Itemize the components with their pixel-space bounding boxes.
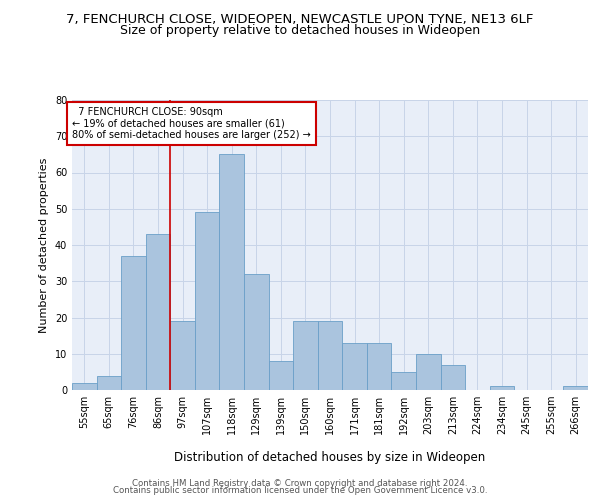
- Bar: [490, 386, 514, 390]
- Bar: [170, 321, 195, 390]
- Bar: [72, 383, 97, 390]
- Bar: [342, 343, 367, 390]
- Text: Size of property relative to detached houses in Wideopen: Size of property relative to detached ho…: [120, 24, 480, 37]
- Bar: [195, 212, 220, 390]
- Bar: [293, 321, 318, 390]
- Bar: [220, 154, 244, 390]
- Bar: [416, 354, 440, 390]
- Bar: [391, 372, 416, 390]
- Text: Contains public sector information licensed under the Open Government Licence v3: Contains public sector information licen…: [113, 486, 487, 495]
- Bar: [269, 361, 293, 390]
- Bar: [121, 256, 146, 390]
- Text: Distribution of detached houses by size in Wideopen: Distribution of detached houses by size …: [175, 451, 485, 464]
- Bar: [318, 321, 342, 390]
- Text: 7 FENCHURCH CLOSE: 90sqm
← 19% of detached houses are smaller (61)
80% of semi-d: 7 FENCHURCH CLOSE: 90sqm ← 19% of detach…: [72, 108, 311, 140]
- Text: 7, FENCHURCH CLOSE, WIDEOPEN, NEWCASTLE UPON TYNE, NE13 6LF: 7, FENCHURCH CLOSE, WIDEOPEN, NEWCASTLE …: [67, 12, 533, 26]
- Bar: [367, 343, 391, 390]
- Bar: [97, 376, 121, 390]
- Text: Contains HM Land Registry data © Crown copyright and database right 2024.: Contains HM Land Registry data © Crown c…: [132, 478, 468, 488]
- Bar: [146, 234, 170, 390]
- Y-axis label: Number of detached properties: Number of detached properties: [39, 158, 49, 332]
- Bar: [563, 386, 588, 390]
- Bar: [244, 274, 269, 390]
- Bar: [440, 364, 465, 390]
